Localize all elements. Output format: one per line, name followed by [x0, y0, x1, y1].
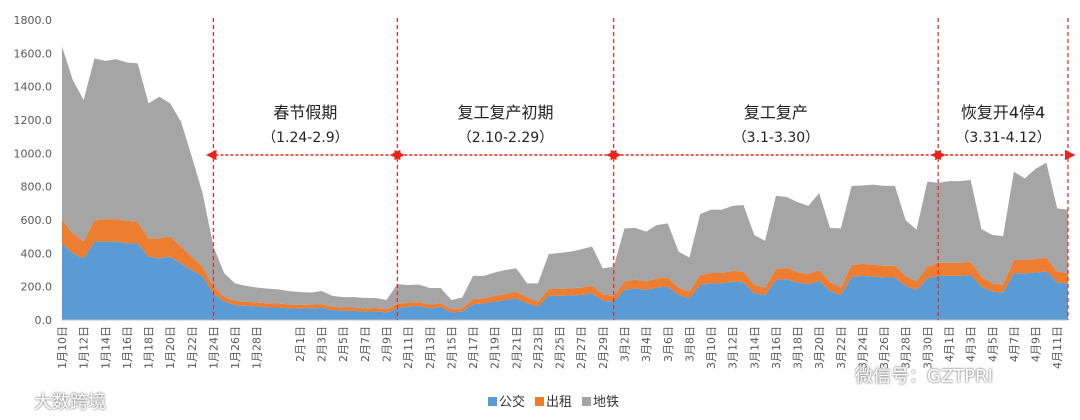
y-tick-label: 400.0 [21, 247, 53, 260]
period-title: 春节假期 [273, 103, 337, 122]
legend-swatch [582, 397, 591, 406]
period-range: （3.1-3.30） [733, 130, 820, 146]
x-tick-label: 1月18日 [143, 326, 156, 369]
x-tick-label: 3月26日 [878, 326, 891, 369]
watermark-right: 微信号：GZTPRI [855, 366, 993, 387]
x-tick-label: 3月2日 [618, 326, 631, 362]
x-tick-label: 1月16日 [121, 326, 134, 369]
x-tick-label: 2月15日 [445, 326, 458, 369]
x-axis: 1月10日 1月12日 1月14日 1月16日 1月18日 1月20日 1月22日 1月24日… [56, 319, 1068, 369]
x-tick-label: 1月22日 [186, 326, 199, 369]
x-tick-label: 1月14日 [99, 326, 112, 369]
x-tick-label: 3月24日 [856, 326, 869, 369]
y-tick-label: 1600.0 [14, 47, 53, 60]
y-tick-label: 800.0 [21, 181, 53, 194]
x-tick-label: 4月9日 [1030, 326, 1043, 362]
y-tick-label: 200.0 [21, 281, 53, 294]
legend-swatch [488, 397, 497, 406]
x-tick-label: 1月20日 [164, 326, 177, 369]
x-tick-label: 2月25日 [554, 326, 567, 369]
y-tick-label: 0.0 [35, 314, 53, 327]
y-tick-label: 1000.0 [14, 147, 53, 160]
x-tick-label: 3月18日 [792, 326, 805, 369]
legend-label: 地铁 [593, 395, 619, 410]
x-tick-label: 2月17日 [467, 326, 480, 369]
y-tick-label: 1800.0 [14, 14, 53, 27]
area-series-1 [62, 241, 1068, 320]
y-axis: 0.0 200.0 400.0 600.0 800.0 1000.0 1200.0 1400.… [14, 14, 53, 327]
x-tick-label: 1月26日 [229, 326, 242, 369]
period-title: 复工复产 [744, 103, 808, 122]
x-tick-label: 3月10日 [705, 326, 718, 369]
x-tick-label: 3月30日 [921, 326, 934, 369]
x-tick-label: 3月16日 [770, 326, 783, 369]
x-tick-label: 2月5日 [337, 326, 350, 362]
x-tick-label: 2月1日 [294, 326, 307, 362]
x-tick-label: 1月28日 [251, 326, 264, 369]
x-tick-label: 4月7日 [1008, 326, 1021, 362]
y-tick-label: 600.0 [21, 214, 53, 227]
x-tick-label: 4月3日 [965, 326, 978, 362]
period-title: 复工复产初期 [457, 103, 553, 122]
x-tick-label: 2月19日 [489, 326, 502, 369]
legend: 公交 出租 地铁 [488, 394, 619, 410]
y-tick-label: 1400.0 [14, 81, 53, 94]
period-title: 恢复开4停4 [961, 103, 1045, 122]
y-tick-label: 1200.0 [14, 114, 53, 127]
legend-label: 公交 [499, 394, 525, 410]
x-tick-label: 3月22日 [835, 326, 848, 369]
period-dividers [212, 18, 1069, 320]
x-tick-label: 3月28日 [900, 326, 913, 369]
x-tick-label: 2月9日 [381, 326, 394, 362]
stacked-areas [62, 46, 1068, 320]
period-annotations: 春节假期 （1.24-2.9） 复工复产初期 （2.10-2.29） 复工复产 （3.1-… [205, 103, 1076, 161]
legend-label: 出租 [546, 395, 572, 410]
x-tick-label: 3月4日 [640, 326, 653, 362]
x-tick-label: 2月23日 [532, 326, 545, 369]
x-tick-label: 1月12日 [78, 326, 91, 369]
legend-swatch [535, 397, 544, 406]
x-tick-label: 2月7日 [359, 326, 372, 362]
period-range: （1.24-2.9） [262, 130, 349, 146]
x-tick-label: 1月10日 [56, 326, 69, 369]
x-tick-label: 4月11日 [1051, 326, 1064, 369]
x-tick-label: 3月14日 [748, 326, 761, 369]
x-tick-label: 2月11日 [402, 326, 415, 369]
x-tick-label: 4月5日 [986, 326, 999, 362]
x-tick-label: 4月1日 [943, 326, 956, 362]
x-tick-label: 3月20日 [813, 326, 826, 369]
x-tick-label: 3月6日 [662, 326, 675, 362]
x-tick-label: 3月8日 [683, 326, 696, 362]
area-series-3 [62, 46, 1068, 310]
watermark-left: 大数跨境 [34, 392, 106, 413]
x-tick-label: 3月12日 [727, 326, 740, 369]
x-tick-label: 2月13日 [424, 326, 437, 369]
area-series-2 [62, 219, 1068, 313]
x-tick-label: 1月24日 [207, 326, 220, 369]
x-tick-label: 2月3日 [316, 326, 329, 362]
x-tick-label: 2月27日 [575, 326, 588, 369]
period-range: （3.31-4.12） [955, 130, 1050, 146]
x-tick-label: 2月21日 [510, 326, 523, 369]
x-tick-label: 2月29日 [597, 326, 610, 369]
period-range: （2.10-2.29） [458, 130, 553, 146]
